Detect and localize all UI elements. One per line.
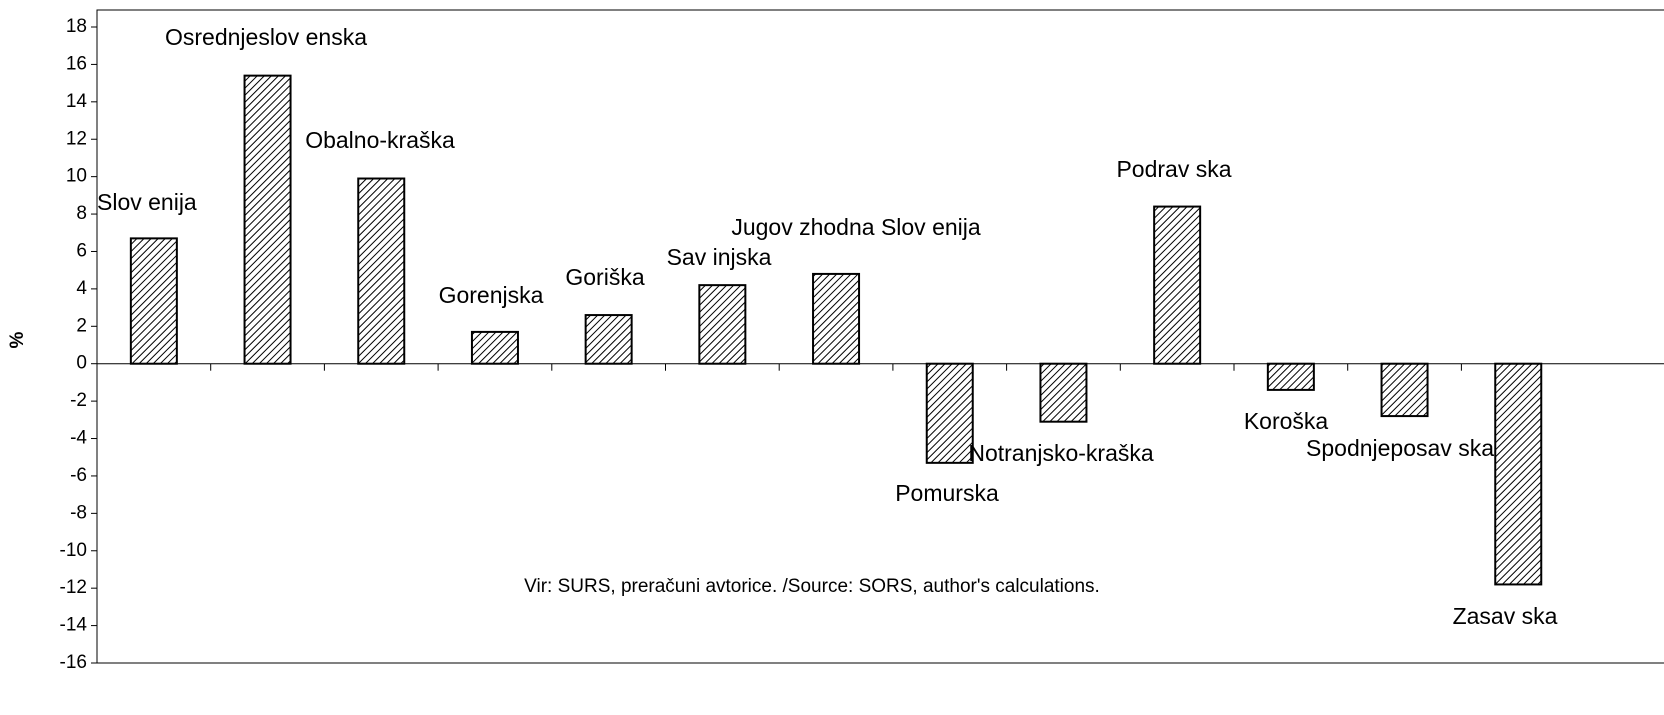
source-note: Vir: SURS, preračuni avtorice. /Source: … xyxy=(524,576,1100,597)
category-label: Goriška xyxy=(565,264,644,290)
category-label: Slov enija xyxy=(97,189,197,215)
y-tick-label: -14 xyxy=(60,615,88,636)
y-tick-label: 2 xyxy=(76,315,87,336)
bar xyxy=(129,237,178,365)
y-tick-label: 12 xyxy=(66,128,87,149)
y-tick-label: 18 xyxy=(66,16,87,37)
y-tick-label: -4 xyxy=(70,428,87,449)
y-tick-label: 0 xyxy=(76,353,87,374)
y-tick-label: 6 xyxy=(76,240,87,261)
bar xyxy=(1266,362,1315,391)
y-tick-label: -8 xyxy=(70,502,87,523)
bar xyxy=(357,177,406,365)
y-tick-label: 4 xyxy=(76,278,87,299)
plot-frame xyxy=(96,9,1664,664)
category-label: Gorenjska xyxy=(439,282,544,308)
category-label: Spodnjeposav ska xyxy=(1306,435,1494,461)
bar xyxy=(698,284,747,365)
bar xyxy=(1153,205,1202,365)
bar xyxy=(470,330,519,365)
y-tick-label: 14 xyxy=(66,91,88,112)
bar xyxy=(243,74,292,365)
y-tick-label: -2 xyxy=(70,390,87,411)
category-label: Sav injska xyxy=(667,244,772,270)
y-tick-label: -12 xyxy=(60,577,87,598)
y-tick-label: 8 xyxy=(76,203,87,224)
y-tick-label: 16 xyxy=(66,53,87,74)
y-tick-label: 10 xyxy=(66,166,87,187)
category-label: Osrednjeslov enska xyxy=(165,24,367,50)
bar xyxy=(1494,362,1543,586)
bar xyxy=(1039,362,1088,423)
category-label: Notranjsko-kraška xyxy=(968,440,1154,466)
y-tick-label: -10 xyxy=(60,540,87,561)
bar xyxy=(1380,362,1429,418)
bar xyxy=(584,314,633,365)
category-label: Jugov zhodna Slov enija xyxy=(731,214,981,240)
category-label: Obalno-kraška xyxy=(305,127,455,153)
y-axis-label: % xyxy=(7,331,28,348)
y-tick-label: -16 xyxy=(60,652,87,673)
category-label: Koroška xyxy=(1244,408,1329,434)
category-label: Pomurska xyxy=(895,480,999,506)
category-label: Podrav ska xyxy=(1116,156,1231,182)
bar xyxy=(925,362,974,464)
y-tick-label: -6 xyxy=(70,465,87,486)
category-label: Zasav ska xyxy=(1453,603,1558,629)
bar xyxy=(812,272,861,365)
